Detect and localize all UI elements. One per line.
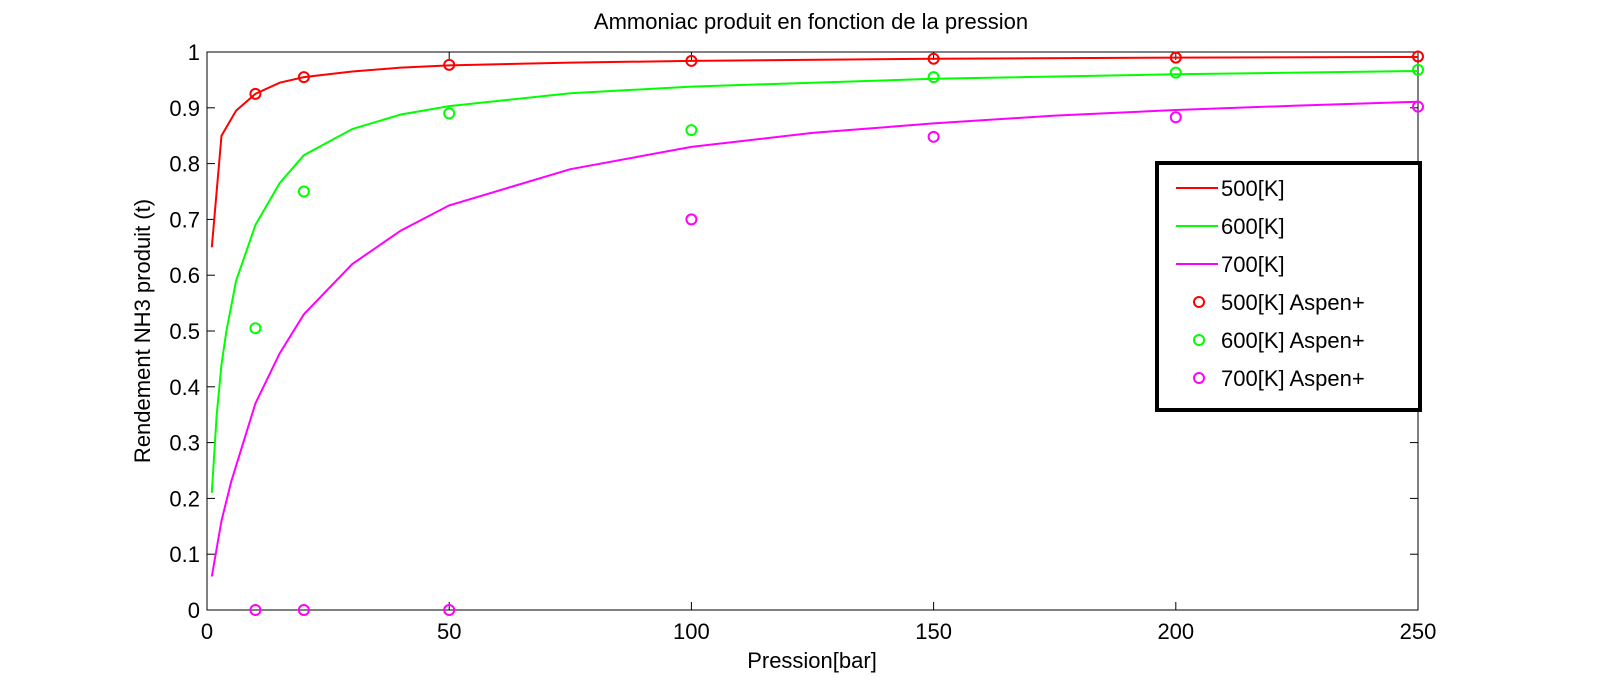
data-point [927,130,940,143]
legend-label: 500[K] Aspen+ [1221,290,1365,315]
data-point [685,213,698,226]
data-point [443,58,456,71]
y-tick-label: 0.2 [169,486,200,511]
data-point [443,604,456,616]
data-point [443,107,456,120]
y-tick-label: 0.9 [169,96,200,121]
y-tick-label: 1 [188,40,200,65]
data-point [249,604,262,616]
data-point [685,54,698,67]
y-tick-label: 0.1 [169,542,200,567]
legend: 500[K] 600[K] 700[K] 500[K] Aspen+ 600[K] As… [1155,161,1422,412]
y-tick-label: 0.8 [169,152,200,177]
data-point [297,604,310,616]
data-point [927,52,940,65]
x-axis: 0 50 100 150 200 250 [201,52,1436,644]
data-point [1169,51,1182,64]
chart-title: Ammoniac produit en fonction de la press… [594,9,1028,34]
legend-marker-swatch [1193,372,1205,384]
y-tick-label: 0.3 [169,431,200,456]
y-tick-label: 0.6 [169,263,200,288]
x-tick-label: 200 [1157,619,1194,644]
data-point [249,322,262,335]
y-tick-label: 0.7 [169,207,200,232]
data-point [1169,66,1182,79]
x-tick-label: 100 [673,619,710,644]
series-line-1 [210,70,1419,493]
legend-label: 600[K] [1221,214,1285,239]
x-tick-label: 0 [201,619,213,644]
x-tick-label: 150 [915,619,952,644]
data-point [927,71,940,84]
data-point [297,185,310,198]
y-tick-label: 0.5 [169,319,200,344]
series-line-0 [210,56,1419,248]
data-point [1412,63,1424,76]
x-tick-label: 50 [437,619,461,644]
data-point [1412,50,1424,63]
legend-marker-swatch [1193,296,1205,308]
series-layer [210,50,1424,616]
legend-marker-swatch [1193,334,1205,346]
y-axis-title: Rendement NH3 produit (t) [130,199,155,463]
y-axis: 0 0.1 0.2 0.3 0.4 0.5 0.6 0.7 0.8 0.9 1 [169,40,1418,623]
x-axis-title: Pression[bar] [747,648,877,673]
data-point [1412,100,1424,113]
legend-label: 700[K] Aspen+ [1221,366,1365,391]
data-point [297,71,310,84]
y-tick-label: 0.4 [169,375,200,400]
legend-box [1155,161,1422,412]
y-tick-label: 0 [188,598,200,623]
legend-label: 500[K] [1221,176,1285,201]
data-point [1169,111,1182,124]
series-line-2 [210,100,1419,577]
data-point [249,87,262,100]
data-point [685,124,698,137]
legend-label: 600[K] Aspen+ [1221,328,1365,353]
legend-label: 700[K] [1221,252,1285,277]
x-tick-label: 250 [1400,619,1437,644]
